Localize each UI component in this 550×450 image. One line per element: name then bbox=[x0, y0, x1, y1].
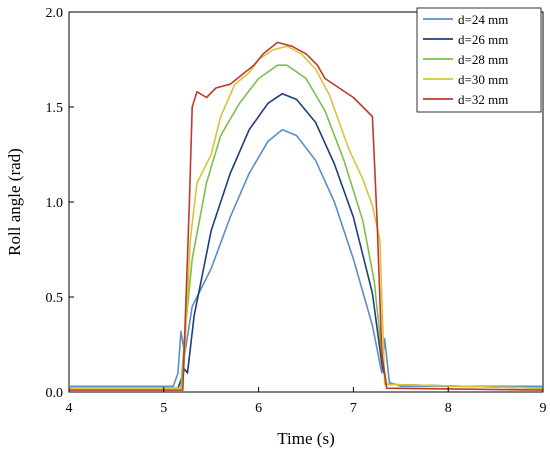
legend-label: d=26 mm bbox=[458, 32, 508, 47]
series-line-d-30-mm bbox=[69, 45, 544, 389]
legend-label: d=30 mm bbox=[458, 72, 508, 87]
series-line-d-26-mm bbox=[69, 92, 544, 389]
x-tick-label: 9 bbox=[540, 401, 547, 416]
x-tick-label: 8 bbox=[445, 401, 452, 416]
x-tick-label: 4 bbox=[66, 401, 73, 416]
series-layer bbox=[69, 41, 544, 391]
x-axis-label: Time (s) bbox=[277, 429, 334, 448]
y-tick-label: 1.5 bbox=[46, 101, 64, 116]
legend: d=24 mm d=26 mm d=28 mm d=30 mm d=32 mm bbox=[416, 7, 542, 113]
y-axis-ticks: 0.0 0.5 1.0 1.5 2.0 bbox=[46, 6, 74, 401]
y-tick-label: 0.5 bbox=[46, 291, 64, 306]
legend-box bbox=[416, 7, 542, 113]
y-axis-label: Roll angle (rad) bbox=[5, 148, 24, 256]
series-line-d-28-mm bbox=[69, 64, 544, 389]
y-tick-label: 2.0 bbox=[46, 6, 64, 21]
legend-label: d=32 mm bbox=[458, 92, 508, 107]
y-tick-label: 0.0 bbox=[46, 386, 64, 401]
x-tick-label: 7 bbox=[350, 401, 357, 416]
series-line-d-32-mm bbox=[69, 41, 544, 391]
y-tick-label: 1.0 bbox=[46, 196, 64, 211]
x-axis-ticks: 4 5 6 7 8 9 bbox=[66, 387, 547, 416]
x-tick-label: 6 bbox=[255, 401, 262, 416]
x-tick-label: 5 bbox=[160, 401, 167, 416]
legend-label: d=24 mm bbox=[458, 12, 508, 27]
legend-label: d=28 mm bbox=[458, 52, 508, 67]
